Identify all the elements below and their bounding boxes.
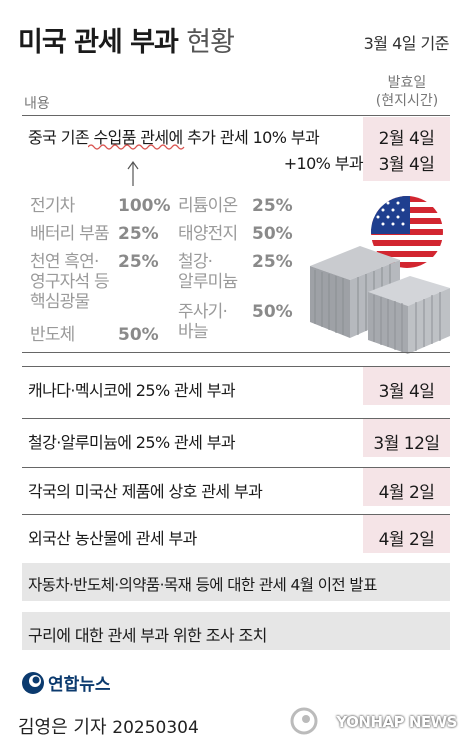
china-date1: 2월 4일 (378, 129, 435, 149)
row-rule (22, 467, 450, 468)
item-ev-pct: 100% (118, 196, 171, 216)
item-syringe-pct: 50% (252, 302, 293, 322)
item-lithium-pct: 25% (252, 196, 293, 216)
item-minerals: 천연 흑연· 영구자석 등 핵심광물 (30, 252, 110, 312)
china-date2: 3월 4일 (378, 155, 435, 175)
item-battery-pct: 25% (118, 224, 159, 244)
note1-text: 자동차·반도체·의약품·목재 등에 대한 관세 4월 이전 발표 (28, 576, 377, 594)
row3-text: 각국의 미국산 제품에 상호 관세 부과 (28, 482, 263, 501)
yonhap-logo-icon (22, 672, 44, 694)
byline-date: 20250304 (112, 718, 199, 738)
item-semiconductor: 반도체 (30, 325, 75, 345)
row-rule-top (22, 366, 450, 367)
reference-date: 3월 4일 기준 (363, 34, 450, 53)
item-ev: 전기차 (30, 196, 75, 216)
row2-date: 3월 12일 (373, 434, 440, 454)
announce-line2: (현지시간) (375, 93, 439, 109)
item-lithium: 리튬이온 (178, 196, 238, 216)
content-column-header: 내용 (24, 96, 50, 112)
row1-date-cell (363, 367, 450, 405)
container-right (368, 276, 450, 354)
item-battery: 배터리 부품 (30, 224, 110, 244)
row4-date-cell (363, 515, 450, 553)
watermark-text: YONHAP NEWS (336, 713, 457, 731)
row2-date-cell (363, 419, 450, 457)
page-title: 미국 관세 부과 현황 (18, 20, 235, 59)
row2-text: 철강·알루미늄에 25% 관세 부과 (28, 433, 236, 452)
row1-date: 3월 4일 (378, 382, 435, 402)
row3-date-cell (363, 468, 450, 506)
item-syringe: 주사기· 바늘 (178, 302, 228, 342)
item-steel-pct: 25% (252, 252, 293, 272)
watermark-logo-icon (290, 707, 318, 735)
china-date-cell (363, 117, 450, 181)
announce-line1: 발효일 (387, 75, 427, 91)
section-divider (22, 352, 450, 353)
title-light: 현황 (186, 27, 235, 58)
us-flag-containers-illustration (310, 196, 450, 354)
row1-text: 캐나다·멕시코에 25% 관세 부과 (28, 381, 236, 400)
item-solar: 태양전지 (178, 224, 238, 244)
reporter-name: 김영은 기자 (18, 717, 107, 738)
row4-date: 4월 2일 (378, 530, 435, 550)
item-steel: 철강· 알루미늄 (178, 252, 238, 292)
china-tariff-line1: 중국 기존 수입품 관세에 추가 관세 10% 부과 (28, 128, 320, 147)
row4-text: 외국산 농산물에 관세 부과 (28, 529, 197, 548)
byline: 김영은 기자 20250304 (18, 713, 199, 739)
row3-date: 4월 2일 (378, 483, 435, 503)
row-rule (22, 418, 450, 419)
effective-date-column-header: 발효일 (현지시간) (362, 74, 452, 110)
wavy-underline (88, 144, 185, 150)
up-arrow-icon (127, 160, 139, 186)
row-rule (22, 514, 450, 515)
yonhap-logo-text: 연합뉴스 (48, 675, 111, 695)
item-solar-pct: 50% (252, 224, 293, 244)
title-bold: 미국 관세 부과 (18, 27, 179, 58)
note2-band (22, 612, 450, 650)
note1-band (22, 563, 450, 601)
note2-text: 구리에 대한 관세 부과 위한 조사 조치 (28, 626, 267, 645)
item-minerals-pct: 25% (118, 252, 159, 272)
item-semiconductor-pct: 50% (118, 325, 159, 345)
header-divider (22, 115, 450, 116)
china-tariff-line2: +10% 부과 (283, 154, 364, 173)
